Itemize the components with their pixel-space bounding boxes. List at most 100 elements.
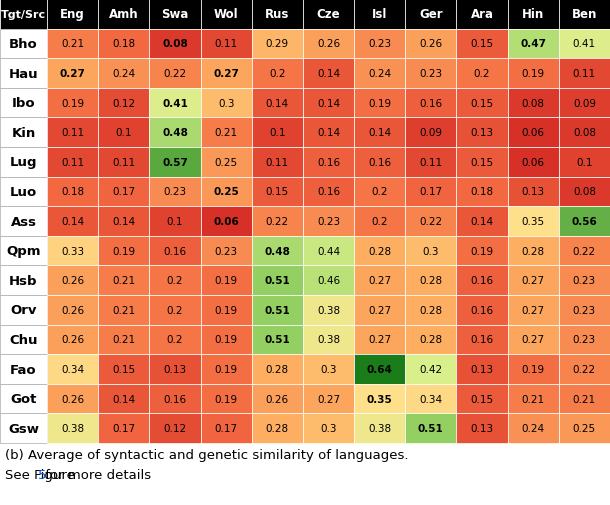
Text: 0.14: 0.14 — [368, 128, 391, 138]
Bar — [201, 59, 252, 88]
Text: 0.3: 0.3 — [218, 98, 234, 109]
Text: 0.46: 0.46 — [317, 276, 340, 286]
Bar — [252, 384, 303, 414]
Text: 0.3: 0.3 — [423, 246, 439, 256]
Text: (b) Average of syntactic and genetic similarity of languages.: (b) Average of syntactic and genetic sim… — [5, 448, 409, 461]
Bar — [508, 118, 559, 147]
Bar — [303, 207, 354, 236]
Text: 0.21: 0.21 — [215, 128, 238, 138]
Text: 0.23: 0.23 — [573, 335, 596, 345]
Bar — [508, 177, 559, 207]
Bar — [405, 414, 456, 443]
Bar — [303, 29, 354, 59]
Text: 0.38: 0.38 — [61, 423, 84, 433]
Text: 0.27: 0.27 — [522, 276, 545, 286]
Text: 0.56: 0.56 — [572, 217, 597, 227]
Text: 0.16: 0.16 — [163, 394, 187, 404]
Text: 0.14: 0.14 — [61, 217, 84, 227]
Text: 0.34: 0.34 — [61, 364, 84, 374]
Text: 0.28: 0.28 — [522, 246, 545, 256]
Text: 5: 5 — [38, 468, 46, 481]
Bar — [0, 88, 47, 118]
Bar — [98, 88, 149, 118]
Text: Qpm: Qpm — [6, 244, 41, 258]
Bar — [456, 118, 508, 147]
Text: Orv: Orv — [10, 304, 37, 317]
Text: 0.28: 0.28 — [368, 246, 391, 256]
Bar — [201, 207, 252, 236]
Bar — [456, 295, 508, 325]
Bar — [149, 29, 201, 59]
Bar — [0, 147, 47, 177]
Bar — [252, 59, 303, 88]
Text: 0.2: 0.2 — [474, 69, 490, 79]
Bar — [201, 88, 252, 118]
Bar — [47, 414, 98, 443]
Text: 0.42: 0.42 — [419, 364, 442, 374]
Bar — [559, 207, 610, 236]
Text: 0.2: 0.2 — [167, 276, 183, 286]
Bar — [47, 384, 98, 414]
Text: Hsb: Hsb — [9, 274, 38, 287]
Text: 0.34: 0.34 — [419, 394, 442, 404]
Bar — [47, 88, 98, 118]
Bar — [98, 236, 149, 266]
Bar — [149, 325, 201, 355]
Bar — [201, 414, 252, 443]
Bar — [303, 0, 354, 29]
Bar — [354, 384, 405, 414]
Text: 0.13: 0.13 — [163, 364, 187, 374]
Bar — [47, 325, 98, 355]
Text: 0.64: 0.64 — [367, 364, 393, 374]
Bar — [149, 59, 201, 88]
Text: 0.57: 0.57 — [162, 158, 188, 168]
Bar — [98, 147, 149, 177]
Text: 0.23: 0.23 — [573, 305, 596, 315]
Bar — [149, 147, 201, 177]
Text: 0.19: 0.19 — [61, 98, 84, 109]
Text: 0.17: 0.17 — [419, 187, 442, 197]
Text: 0.19: 0.19 — [215, 394, 238, 404]
Bar — [303, 88, 354, 118]
Bar — [98, 59, 149, 88]
Bar — [456, 384, 508, 414]
Bar — [252, 147, 303, 177]
Text: 0.47: 0.47 — [520, 39, 546, 49]
Text: 0.33: 0.33 — [61, 246, 84, 256]
Bar — [303, 177, 354, 207]
Bar — [98, 414, 149, 443]
Bar — [405, 59, 456, 88]
Bar — [354, 236, 405, 266]
Text: 0.08: 0.08 — [162, 39, 188, 49]
Bar — [252, 29, 303, 59]
Text: 0.14: 0.14 — [317, 128, 340, 138]
Text: 0.27: 0.27 — [317, 394, 340, 404]
Text: 0.15: 0.15 — [470, 98, 493, 109]
Text: 0.13: 0.13 — [470, 128, 493, 138]
Text: 0.38: 0.38 — [317, 335, 340, 345]
Text: 0.17: 0.17 — [215, 423, 238, 433]
Bar — [303, 59, 354, 88]
Bar — [47, 147, 98, 177]
Bar — [252, 325, 303, 355]
Bar — [405, 147, 456, 177]
Text: Ibo: Ibo — [12, 97, 35, 110]
Text: 0.21: 0.21 — [522, 394, 545, 404]
Text: 0.26: 0.26 — [317, 39, 340, 49]
Text: 0.19: 0.19 — [522, 69, 545, 79]
Bar — [354, 59, 405, 88]
Text: 0.15: 0.15 — [470, 39, 493, 49]
Text: Lug: Lug — [10, 156, 37, 169]
Text: 0.21: 0.21 — [112, 335, 135, 345]
Bar — [0, 59, 47, 88]
Text: 0.17: 0.17 — [112, 423, 135, 433]
Bar — [252, 295, 303, 325]
Bar — [201, 118, 252, 147]
Bar — [149, 177, 201, 207]
Text: 0.14: 0.14 — [317, 98, 340, 109]
Bar — [508, 88, 559, 118]
Text: 0.14: 0.14 — [266, 98, 289, 109]
Text: 0.22: 0.22 — [163, 69, 187, 79]
Bar — [47, 177, 98, 207]
Text: 0.25: 0.25 — [215, 158, 238, 168]
